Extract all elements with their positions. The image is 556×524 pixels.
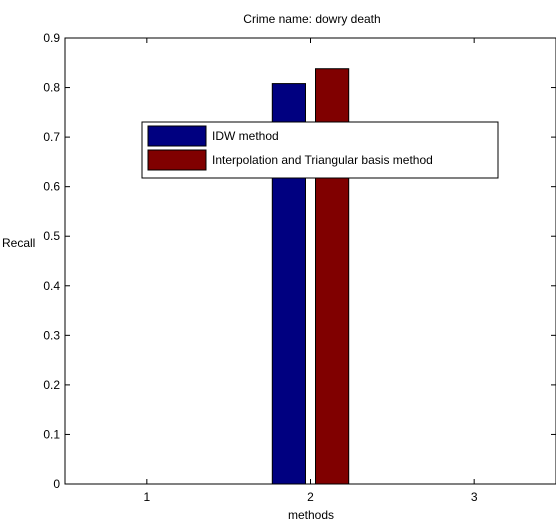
legend: IDW method Interpolation and Triangular … [141, 121, 499, 179]
chart-title: Crime name: dowry death [243, 12, 380, 26]
y-tick-label: 0.1 [43, 427, 60, 441]
y-tick-label: 0.4 [43, 279, 60, 293]
x-axis-label: methods [288, 508, 334, 522]
y-tick-label: 0.9 [43, 31, 60, 45]
x-tick-label: 3 [471, 490, 478, 504]
y-tick-label: 0 [53, 477, 60, 491]
plot-area [64, 37, 556, 485]
y-tick-label: 0.8 [43, 81, 60, 95]
legend-label-interpolation: Interpolation and Triangular basis metho… [212, 153, 433, 167]
x-axis: 1 2 3 [143, 38, 478, 504]
y-tick-label: 0.6 [43, 180, 60, 194]
y-tick-label: 0.7 [43, 130, 60, 144]
y-axis: 0 0.1 0.2 0.3 0.4 0.5 0.6 0.7 0.8 0.9 [43, 31, 556, 491]
y-tick-label: 0.2 [43, 378, 60, 392]
legend-swatch-idw [147, 125, 207, 147]
y-axis-label: Recall [2, 236, 35, 250]
y-tick-label: 0.5 [43, 229, 60, 243]
x-tick-label: 2 [307, 490, 314, 504]
legend-swatch-interpolation [147, 149, 207, 171]
y-tick-label: 0.3 [43, 328, 60, 342]
legend-label-idw: IDW method [212, 129, 279, 143]
x-tick-label: 1 [143, 490, 150, 504]
